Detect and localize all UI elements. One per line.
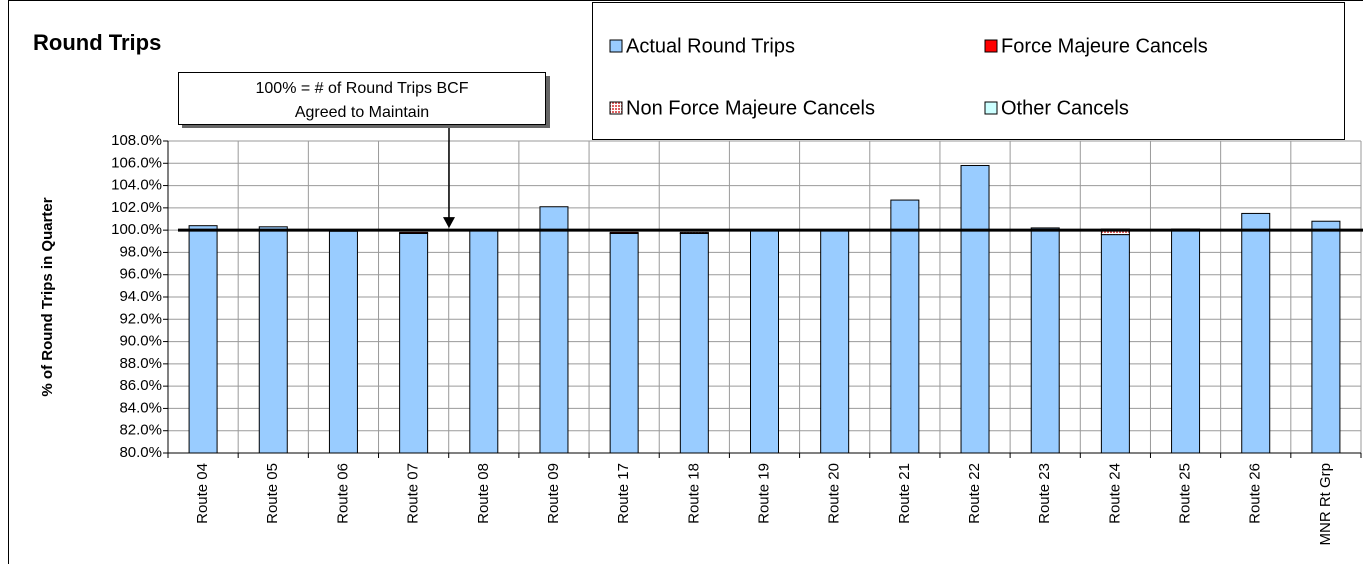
x-tick-label: Route 18 bbox=[685, 463, 702, 524]
bar-segment bbox=[890, 199, 920, 454]
bar-segment bbox=[960, 165, 990, 454]
y-tick-label: 106.0% bbox=[111, 154, 162, 171]
bar-segment bbox=[1171, 228, 1201, 454]
bar-segment bbox=[258, 226, 288, 454]
x-tick-label: Route 07 bbox=[405, 463, 422, 524]
x-tick-label: Route 04 bbox=[194, 463, 211, 524]
y-tick-label: 88.0% bbox=[119, 355, 162, 372]
y-tick-label: 90.0% bbox=[119, 333, 162, 350]
x-tick-label: Route 22 bbox=[966, 463, 983, 524]
y-tick-label: 100.0% bbox=[111, 221, 162, 238]
x-tick-label: Route 20 bbox=[826, 463, 843, 524]
x-tick-label: Route 19 bbox=[755, 463, 772, 524]
bar-segment bbox=[1241, 212, 1271, 454]
bar-segment bbox=[1030, 227, 1060, 454]
annotation-arrowhead bbox=[443, 217, 455, 229]
bar-segment bbox=[609, 231, 639, 234]
x-tick-label: Route 25 bbox=[1177, 463, 1194, 524]
bar-segment bbox=[820, 229, 850, 454]
legend-box bbox=[592, 2, 1345, 140]
x-tick-label: Route 06 bbox=[334, 463, 351, 524]
x-tick-label: Route 05 bbox=[264, 463, 281, 524]
y-tick-label: 86.0% bbox=[119, 377, 162, 394]
y-tick-label: 82.0% bbox=[119, 422, 162, 439]
bar-segment bbox=[399, 232, 429, 454]
x-tick-label: Route 23 bbox=[1036, 463, 1053, 524]
legend-label: Non Force Majeure Cancels bbox=[626, 97, 875, 119]
legend-label: Force Majeure Cancels bbox=[1001, 35, 1208, 57]
bar-segment bbox=[679, 231, 709, 234]
legend-swatch bbox=[609, 101, 623, 115]
annotation-box bbox=[178, 72, 546, 125]
chart-title: Round Trips bbox=[33, 30, 161, 55]
y-tick-label: 98.0% bbox=[119, 243, 162, 260]
bar-segment bbox=[609, 232, 639, 454]
bar-segment bbox=[1100, 234, 1130, 454]
x-tick-label: MNR Rt Grp bbox=[1317, 463, 1334, 546]
bar-segment bbox=[679, 232, 709, 454]
y-tick-label: 102.0% bbox=[111, 199, 162, 216]
y-tick-label: 94.0% bbox=[119, 288, 162, 305]
legend-label: Other Cancels bbox=[1001, 97, 1129, 119]
annotation-text: 100% = # of Round Trips BCF bbox=[256, 80, 469, 97]
x-tick-label: Route 24 bbox=[1106, 463, 1123, 524]
x-tick-label: Route 17 bbox=[615, 463, 632, 524]
legend-label: Actual Round Trips bbox=[626, 35, 795, 57]
legend-swatch bbox=[984, 101, 998, 115]
bar-segment bbox=[328, 230, 358, 454]
x-tick-label: Route 09 bbox=[545, 463, 562, 524]
y-tick-label: 80.0% bbox=[119, 444, 162, 461]
legend-swatch bbox=[984, 39, 998, 53]
bar-segment bbox=[469, 229, 499, 454]
y-tick-label: 92.0% bbox=[119, 310, 162, 327]
bar-segment bbox=[1311, 220, 1341, 454]
annotation-text: Agreed to Maintain bbox=[295, 104, 429, 121]
x-tick-label: Route 08 bbox=[475, 463, 492, 524]
y-tick-label: 84.0% bbox=[119, 399, 162, 416]
y-tick-label: 108.0% bbox=[111, 132, 162, 149]
bar-segment bbox=[539, 206, 569, 454]
bar-segment bbox=[750, 229, 779, 454]
y-tick-label: 96.0% bbox=[119, 266, 162, 283]
x-tick-label: Route 26 bbox=[1247, 463, 1264, 524]
bar-segment bbox=[188, 225, 218, 454]
x-tick-label: Route 21 bbox=[896, 463, 913, 524]
legend-swatch bbox=[609, 39, 623, 53]
y-tick-label: 104.0% bbox=[111, 177, 162, 194]
annotation: 100% = # of Round Trips BCF Agreed to Ma… bbox=[178, 72, 550, 128]
y-axis-label: % of Round Trips in Quarter bbox=[39, 197, 56, 396]
bar-segment bbox=[399, 231, 429, 234]
